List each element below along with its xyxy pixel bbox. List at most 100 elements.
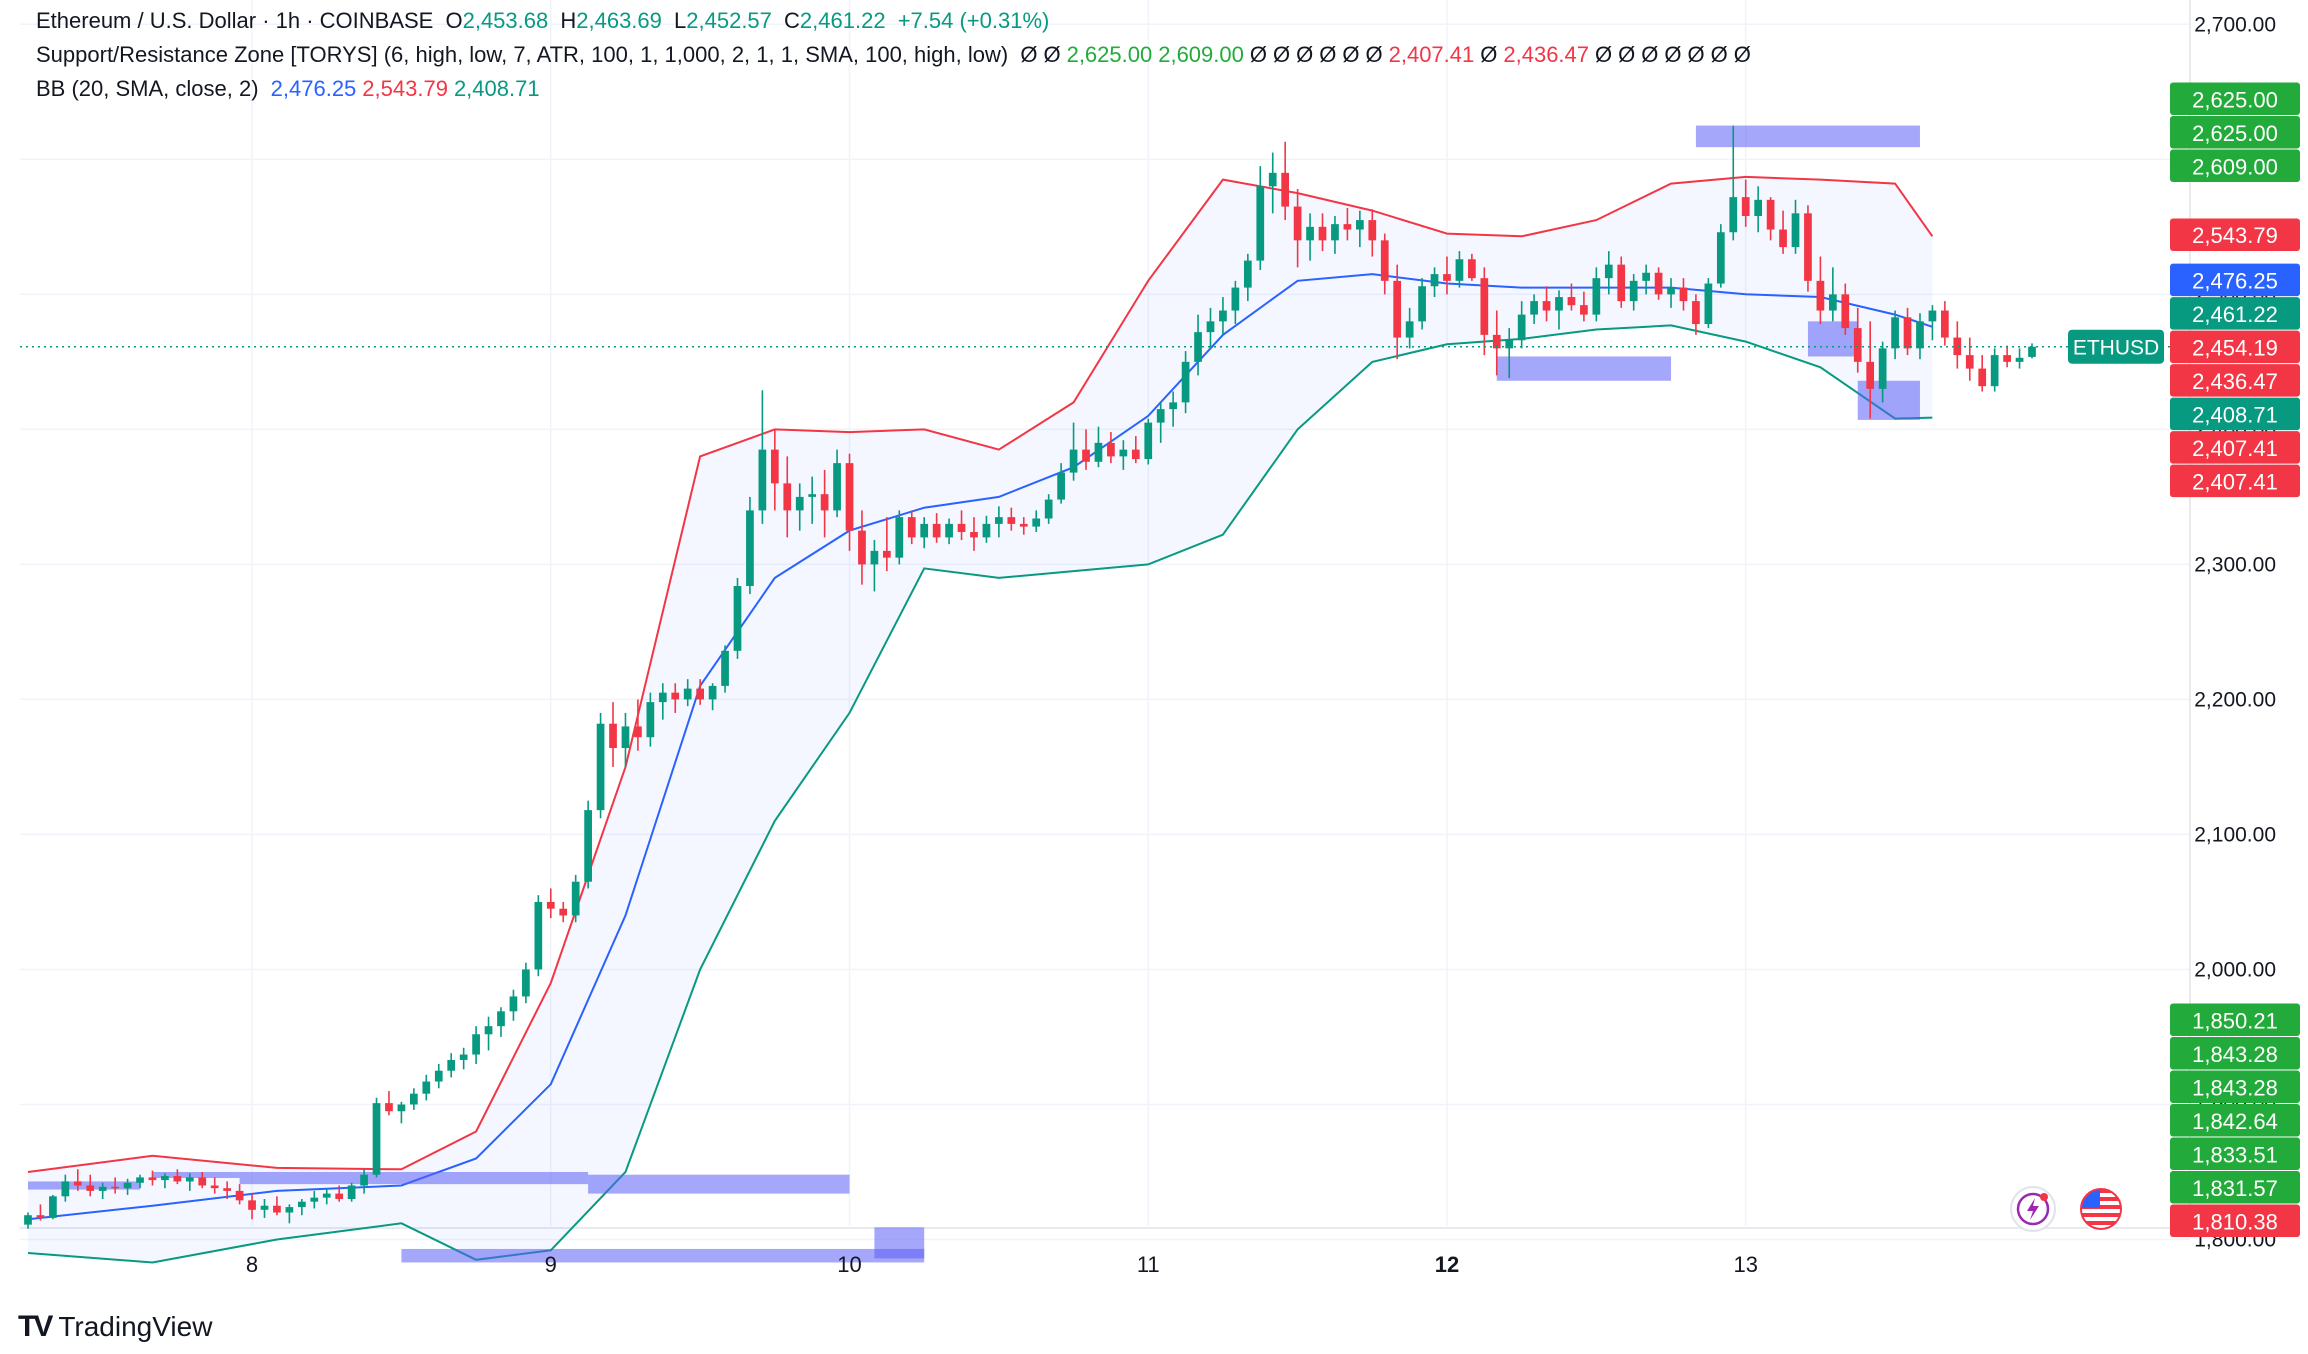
candle[interactable] <box>895 510 904 565</box>
sr-indicator-legend[interactable]: Support/Resistance Zone [TORYS] (6, high… <box>36 38 1763 72</box>
candle[interactable] <box>285 1204 294 1224</box>
candle[interactable] <box>1505 328 1514 379</box>
candle[interactable] <box>1107 432 1115 464</box>
price-axis[interactable]: 2,700.002,600.002,500.002,400.002,300.00… <box>2068 13 2300 1252</box>
candle[interactable] <box>870 540 879 592</box>
price-label[interactable]: 2,625.00 <box>2170 82 2300 116</box>
candle[interactable] <box>1791 199 1800 254</box>
candle[interactable] <box>1617 256 1626 308</box>
candle[interactable] <box>1044 494 1053 524</box>
bb-indicator-name[interactable]: BB (20, SMA, close, 2) <box>36 76 259 101</box>
candle[interactable] <box>808 476 817 524</box>
candle[interactable] <box>970 517 978 551</box>
candle[interactable] <box>1343 207 1352 241</box>
candle[interactable] <box>1816 256 1825 325</box>
candle[interactable] <box>571 874 580 923</box>
candle[interactable] <box>1604 251 1613 295</box>
price-label[interactable]: 2,625.00 <box>2170 116 2300 149</box>
candle[interactable] <box>1754 186 1763 233</box>
candle[interactable] <box>1393 264 1402 360</box>
candle[interactable] <box>422 1074 431 1101</box>
candle[interactable] <box>671 683 680 713</box>
candle[interactable] <box>1194 314 1202 376</box>
candle[interactable] <box>833 449 841 518</box>
candle[interactable] <box>1119 440 1128 470</box>
candle[interactable] <box>1891 310 1899 360</box>
candle[interactable] <box>49 1194 57 1220</box>
candle[interactable] <box>1704 278 1713 329</box>
candle[interactable] <box>1032 510 1041 532</box>
candle[interactable] <box>335 1185 344 1202</box>
candle[interactable] <box>1580 291 1588 322</box>
candle[interactable] <box>173 1169 182 1185</box>
candle[interactable] <box>758 390 767 524</box>
symbol-title[interactable]: Ethereum / U.S. Dollar · 1h · COINBASE <box>36 8 434 33</box>
price-label[interactable]: 1,842.64 <box>2170 1104 2300 1137</box>
candle[interactable] <box>1542 286 1551 322</box>
price-label[interactable]: 1,833.51 <box>2170 1137 2300 1171</box>
candle[interactable] <box>546 888 555 919</box>
candle[interactable] <box>1268 152 1277 214</box>
candle[interactable] <box>123 1178 132 1195</box>
candle[interactable] <box>2028 343 2036 359</box>
candle[interactable] <box>210 1177 219 1194</box>
candle[interactable] <box>1169 391 1178 427</box>
candle[interactable] <box>845 453 854 551</box>
candle[interactable] <box>584 800 592 889</box>
candle[interactable] <box>1468 253 1476 281</box>
candle[interactable] <box>223 1181 232 1199</box>
candle[interactable] <box>410 1088 418 1110</box>
candle[interactable] <box>1741 179 1750 227</box>
candle[interactable] <box>86 1174 95 1197</box>
price-label[interactable]: 1,850.21 <box>2170 1003 2300 1037</box>
candle[interactable] <box>185 1173 194 1191</box>
candle[interactable] <box>1368 209 1377 257</box>
candle[interactable] <box>198 1171 207 1189</box>
candle[interactable] <box>733 577 742 659</box>
candle[interactable] <box>1094 426 1103 468</box>
candle[interactable] <box>1517 301 1526 349</box>
candle[interactable] <box>322 1188 331 1205</box>
candle[interactable] <box>1978 355 1987 392</box>
candle[interactable] <box>783 456 792 538</box>
candle[interactable] <box>397 1101 406 1124</box>
candle[interactable] <box>1965 337 1974 381</box>
price-label[interactable]: 1,831.57 <box>2170 1171 2300 1204</box>
candle[interactable] <box>1716 224 1725 288</box>
candle[interactable] <box>1642 264 1650 295</box>
candle[interactable] <box>459 1047 468 1070</box>
candle[interactable] <box>1828 267 1837 322</box>
candle[interactable] <box>1592 267 1601 322</box>
candle[interactable] <box>646 692 655 747</box>
candle[interactable] <box>1866 321 1875 419</box>
candle[interactable] <box>1206 307 1215 349</box>
candle[interactable] <box>2015 348 2024 369</box>
candle[interactable] <box>509 989 518 1021</box>
candle[interactable] <box>1380 233 1389 295</box>
symbol-legend[interactable]: Ethereum / U.S. Dollar · 1h · COINBASE O… <box>36 4 1055 38</box>
candle[interactable] <box>484 1016 493 1051</box>
candle[interactable] <box>1355 210 1364 248</box>
time-axis[interactable]: 8 9 10 11 12 13 <box>246 1252 1758 1277</box>
candle[interactable] <box>746 496 754 595</box>
candle[interactable] <box>858 510 866 585</box>
candle[interactable] <box>260 1198 269 1218</box>
candle[interactable] <box>360 1169 368 1194</box>
candle[interactable] <box>696 679 705 705</box>
candle[interactable] <box>1318 213 1327 252</box>
price-label[interactable]: 2,454.19 <box>2170 330 2300 364</box>
candle[interactable] <box>1878 341 1887 403</box>
price-label[interactable]: 2,407.41 <box>2170 464 2300 498</box>
candle[interactable] <box>920 517 929 549</box>
candle[interactable] <box>1841 283 1850 335</box>
candle[interactable] <box>1480 267 1489 356</box>
candle[interactable] <box>372 1097 381 1178</box>
price-label[interactable]: 2,609.00 <box>2170 149 2300 183</box>
candle[interactable] <box>497 1007 505 1037</box>
candle[interactable] <box>1281 141 1290 221</box>
candle[interactable] <box>995 506 1003 538</box>
candle[interactable] <box>559 901 568 923</box>
candle[interactable] <box>957 510 966 541</box>
candle[interactable] <box>248 1193 256 1220</box>
